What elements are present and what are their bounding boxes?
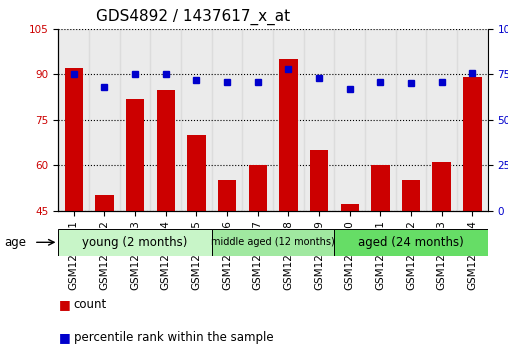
Bar (273, 29, 304, 211)
Text: aged (24 months): aged (24 months) (358, 236, 464, 249)
Bar (432, 162, 451, 211)
Bar (156, 90, 175, 211)
Bar (212, 229, 334, 256)
Bar (426, 29, 457, 211)
Bar (365, 29, 396, 211)
Bar (212, 29, 242, 211)
Text: percentile rank within the sample: percentile rank within the sample (74, 331, 273, 344)
Bar (89, 29, 120, 211)
Text: ■: ■ (58, 298, 70, 311)
Bar (248, 165, 267, 211)
Bar (371, 165, 390, 211)
Text: young (2 months): young (2 months) (82, 236, 188, 249)
Bar (463, 77, 482, 211)
Bar (58, 229, 212, 256)
Bar (457, 29, 488, 211)
Text: middle aged (12 months): middle aged (12 months) (211, 237, 335, 247)
Bar (402, 180, 420, 211)
Bar (120, 29, 150, 211)
Bar (242, 29, 273, 211)
Bar (334, 229, 488, 256)
Bar (334, 29, 365, 211)
Text: age: age (4, 236, 26, 249)
Bar (187, 135, 206, 211)
Bar (150, 29, 181, 211)
Text: GDS4892 / 1437617_x_at: GDS4892 / 1437617_x_at (96, 9, 290, 25)
Text: count: count (74, 298, 107, 311)
Bar (58, 29, 89, 211)
Bar (95, 195, 114, 211)
Bar (340, 204, 359, 211)
Bar (218, 180, 236, 211)
Bar (396, 29, 426, 211)
Bar (304, 29, 334, 211)
Text: ■: ■ (58, 331, 70, 344)
Bar (279, 59, 298, 211)
Bar (310, 150, 328, 211)
Bar (65, 68, 83, 211)
Bar (181, 29, 212, 211)
Bar (126, 99, 144, 211)
